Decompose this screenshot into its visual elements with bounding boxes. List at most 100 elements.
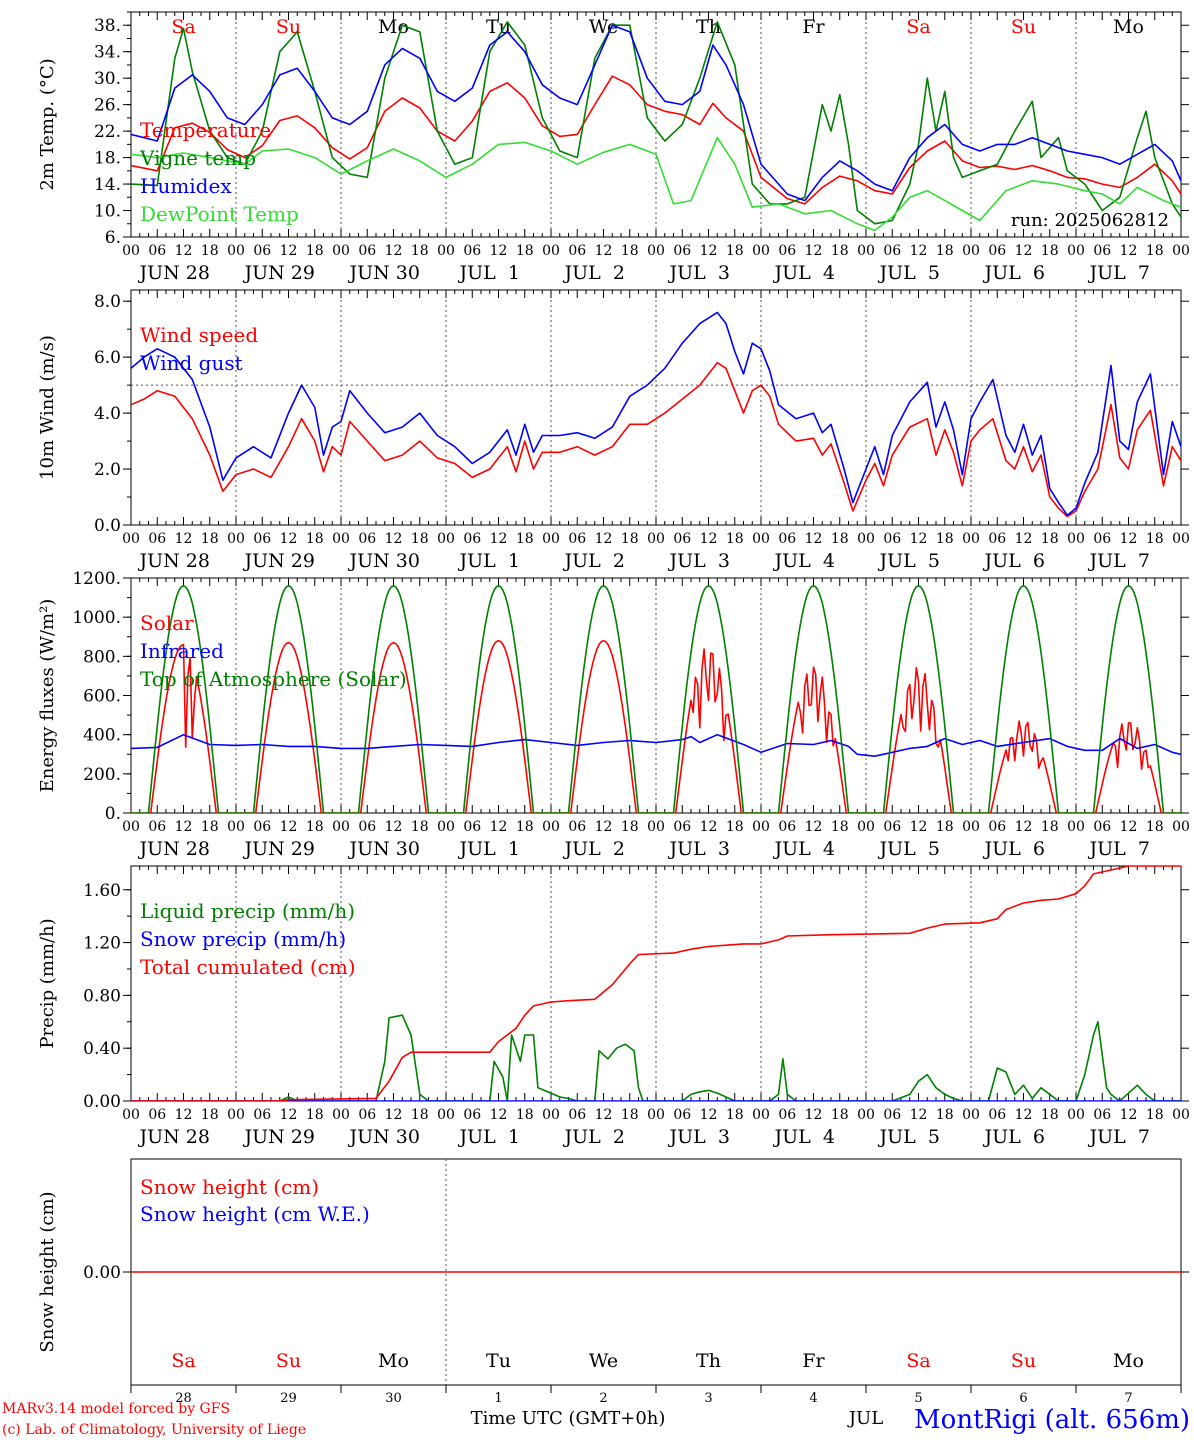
hour-label: 06	[988, 1107, 1006, 1123]
hour-label: 06	[988, 819, 1006, 835]
legend-entry: Total cumulated (cm)	[140, 955, 356, 979]
hour-label: 18	[726, 243, 744, 259]
hour-label: 06	[1093, 531, 1111, 547]
hour-label: 18	[831, 819, 849, 835]
y-tick-label: 0.0	[94, 516, 121, 536]
hour-label: 06	[883, 819, 901, 835]
y-axis-label: 10m Wind (m/s)	[37, 335, 58, 480]
hour-label: 06	[253, 243, 271, 259]
hour-label: 18	[1146, 1107, 1164, 1123]
hour-label: 00	[542, 531, 560, 547]
hour-label: 06	[358, 531, 376, 547]
hour-label: 12	[595, 1107, 613, 1123]
hour-label: 00	[227, 819, 245, 835]
date-label: JUL 4	[773, 1126, 835, 1148]
day-name-label: Tu	[486, 16, 511, 38]
y-tick-label: 1.60	[83, 881, 121, 901]
date-label: JUN 29	[243, 262, 315, 284]
hour-label: 12	[805, 243, 823, 259]
y-tick-label: 38.	[94, 16, 121, 36]
day-name-label: Mo	[1113, 1350, 1144, 1372]
y-tick-label: 600.	[83, 687, 121, 707]
panel-wind: 8.0 6.0 4.0 2.0 0.0 10m Wind (m/s) 00 06 12 18 00 0…	[37, 289, 1190, 572]
date-label: JUL 3	[668, 262, 730, 284]
y-tick-label: 1000.	[72, 608, 121, 628]
day-name-label: Sa	[906, 1350, 930, 1372]
hour-label: 06	[1093, 819, 1111, 835]
date-label: JUN 28	[138, 1126, 210, 1148]
hour-label: 06	[568, 531, 586, 547]
day-name-label: We	[589, 1350, 618, 1372]
day-name-label: Sa	[906, 16, 930, 38]
hour-label: 18	[936, 1107, 954, 1123]
legend-entry: Snow height (cm W.E.)	[140, 1202, 370, 1226]
hour-label: 18	[306, 531, 324, 547]
data-layer	[131, 866, 1181, 1101]
hour-label: 00	[857, 531, 875, 547]
hour-label: 18	[1041, 819, 1059, 835]
hour-label: 12	[175, 243, 193, 259]
y-tick-label: 1200.	[72, 569, 121, 589]
hour-label: 12	[385, 819, 403, 835]
date-label: JUL 5	[878, 550, 940, 572]
hour-label: 06	[568, 819, 586, 835]
y-tick-label: 18.	[94, 149, 121, 169]
hour-label: 00	[437, 819, 455, 835]
hour-label: 18	[1146, 531, 1164, 547]
time-axis-title: Time UTC (GMT+0h)	[471, 1408, 666, 1429]
y-axis-label: Precip (mm/h)	[37, 918, 58, 1048]
hour-label: 12	[910, 243, 928, 259]
y-tick-label: 0.00	[83, 1092, 121, 1112]
hour-label: 18	[936, 531, 954, 547]
date-label: JUL 2	[563, 262, 625, 284]
hour-label: 18	[621, 243, 639, 259]
hour-label: 06	[463, 819, 481, 835]
hour-label: 06	[778, 243, 796, 259]
hour-label: 06	[883, 531, 901, 547]
date-label: JUN 28	[138, 550, 210, 572]
panel-rad: 1200. 1000. 800. 600. 400. 200. 0. Energy fluxe…	[37, 569, 1190, 860]
day-number-label: 28	[175, 1391, 192, 1406]
hour-label: 06	[358, 1107, 376, 1123]
hour-label: 00	[1172, 531, 1190, 547]
hour-label: 00	[437, 243, 455, 259]
day-name-label: Fr	[802, 16, 825, 38]
date-label: JUN 30	[348, 262, 420, 284]
hour-label: 12	[910, 819, 928, 835]
date-label: JUN 30	[348, 838, 420, 860]
day-name-label: Su	[276, 1350, 301, 1372]
date-label: JUL 6	[983, 838, 1045, 860]
date-label: JUN 28	[138, 838, 210, 860]
date-label: JUL 4	[773, 550, 835, 572]
hour-label: 12	[700, 1107, 718, 1123]
date-label: JUN 29	[243, 1126, 315, 1148]
date-label: JUL 3	[668, 838, 730, 860]
day-name-label: Sa	[171, 1350, 195, 1372]
y-tick-label: 0.	[105, 804, 121, 824]
hour-label: 00	[227, 243, 245, 259]
y-tick-label: 8.0	[94, 292, 121, 312]
hour-label: 12	[805, 1107, 823, 1123]
y-tick-label: 6.	[105, 228, 121, 248]
hour-label: 00	[227, 531, 245, 547]
day-name-label: Sa	[171, 16, 195, 38]
hour-label: 18	[831, 243, 849, 259]
legend-entry: Solar	[140, 611, 194, 635]
day-number-label: 5	[914, 1391, 922, 1406]
date-label: JUL 3	[668, 550, 730, 572]
hour-label: 18	[936, 243, 954, 259]
legend-entry: Top of Atmosphere (Solar)	[140, 667, 407, 691]
meteogram-footer: MARv3.14 model forced by GFS (c) Lab. of…	[2, 1401, 1190, 1438]
date-label: JUL 1	[458, 262, 520, 284]
day-name-label: Tu	[486, 1350, 511, 1372]
hour-label: 12	[1015, 819, 1033, 835]
hour-label: 18	[726, 531, 744, 547]
hour-label: 12	[175, 819, 193, 835]
hour-label: 12	[490, 531, 508, 547]
hour-label: 18	[306, 243, 324, 259]
hour-label: 18	[306, 819, 324, 835]
hour-label: 12	[1015, 243, 1033, 259]
date-label: JUL 1	[458, 1126, 520, 1148]
hour-label: 00	[857, 243, 875, 259]
y-tick-label: 14.	[94, 175, 121, 195]
